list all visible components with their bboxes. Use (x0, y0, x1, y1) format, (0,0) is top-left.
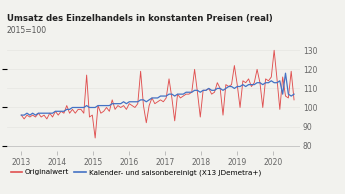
Text: 2015=100: 2015=100 (7, 26, 47, 35)
Text: Umsatz des Einzelhandels in konstanten Preisen (real): Umsatz des Einzelhandels in konstanten P… (7, 14, 273, 23)
Legend: Originalwert, Kalender- und saisonbereinigt (X13 JDemetra+): Originalwert, Kalender- und saisonberein… (10, 169, 261, 176)
